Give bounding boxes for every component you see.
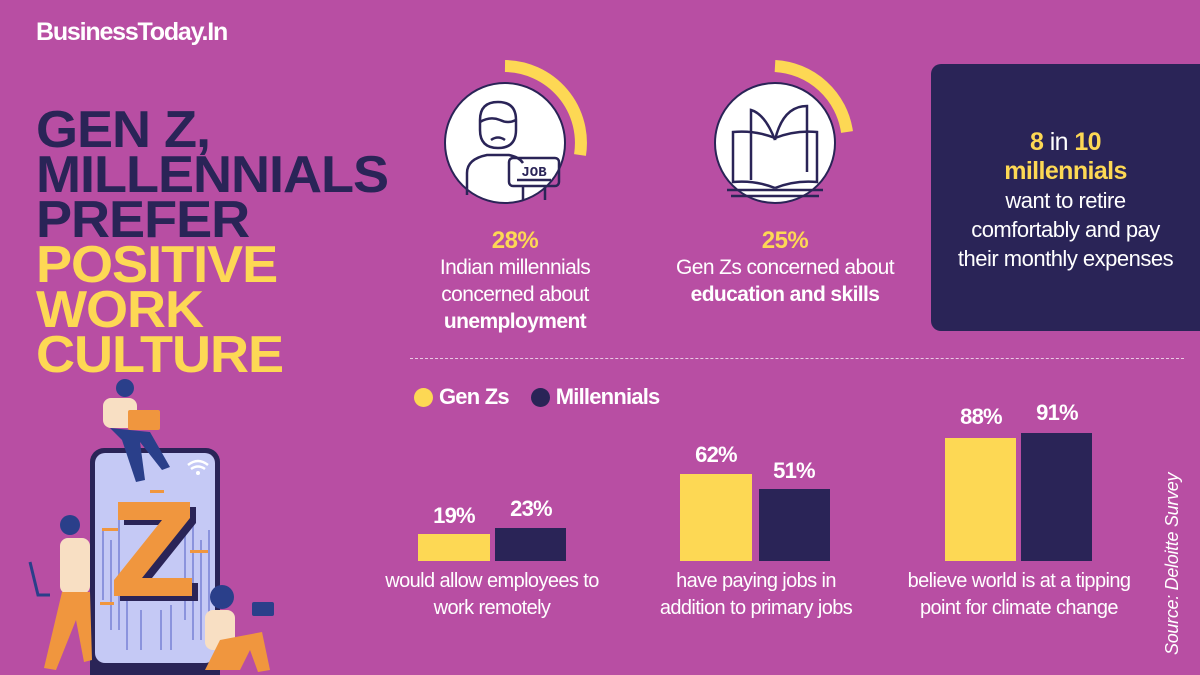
bar-value-millennials: 23% bbox=[510, 496, 552, 521]
chart-legend: Gen Zs Millennials bbox=[414, 384, 673, 410]
millennials-retirement-callout: 8 in 10 millennials want to retire comfo… bbox=[931, 64, 1200, 331]
bar-genz bbox=[945, 438, 1016, 561]
legend-item-millennials: Millennials bbox=[530, 384, 660, 410]
headline: GEN Z, MILLENNIALS PREFER POSITIVE WORK … bbox=[36, 101, 389, 384]
callout-connector: in bbox=[1049, 128, 1069, 156]
headline-line: PREFER bbox=[36, 191, 250, 249]
bar-genz bbox=[680, 474, 752, 561]
bar-millennials bbox=[759, 489, 830, 561]
legend-label: Gen Zs bbox=[439, 384, 510, 409]
stat-description: Gen Zs concerned about bbox=[676, 256, 895, 279]
open-book-icon bbox=[714, 60, 853, 204]
bar-millennials bbox=[1021, 433, 1092, 561]
stat-education bbox=[695, 60, 865, 230]
stat-percent: 25% bbox=[761, 227, 809, 254]
headline-line-highlight: WORK bbox=[36, 281, 204, 339]
headline-line: MILLENNIALS bbox=[36, 146, 389, 204]
bar-category-label: believe world is at a tipping point for … bbox=[907, 570, 1131, 619]
stat-unemployment-text: 28% Indian millennials concerned about u… bbox=[405, 228, 625, 335]
callout-subject: millennials bbox=[1004, 157, 1127, 185]
bar-value-genz: 19% bbox=[433, 503, 475, 528]
bar-value-genz: 62% bbox=[695, 442, 737, 467]
headline-line-highlight: POSITIVE bbox=[36, 236, 278, 294]
legend-item-gen-z: Gen Zs bbox=[414, 384, 510, 410]
bar-category-label: have paying jobs in addition to primary … bbox=[659, 570, 853, 619]
unemployed-person-job-sign-icon: JOB bbox=[444, 60, 587, 204]
legend-label: Millennials bbox=[555, 384, 660, 409]
source-credit: Source: Deloitte Survey bbox=[1162, 472, 1182, 655]
headline-line-highlight: CULTURE bbox=[36, 326, 284, 384]
legend-swatch-yellow-icon bbox=[414, 387, 433, 407]
bar-millennials bbox=[495, 528, 566, 561]
gen-z-illustration bbox=[0, 370, 300, 675]
stat-highlight: unemployment bbox=[443, 310, 587, 333]
bar-value-genz: 88% bbox=[960, 404, 1002, 429]
bar-value-millennials: 91% bbox=[1036, 400, 1078, 425]
brand-logo: BusinessToday.In bbox=[36, 18, 228, 46]
stat-education-text: 25% Gen Zs concerned about education and… bbox=[675, 228, 895, 308]
stat-highlight: education and skills bbox=[690, 283, 880, 306]
stat-percent: 28% bbox=[491, 227, 539, 254]
callout-body: want to retire comfortably and pay their… bbox=[957, 188, 1174, 271]
bar-value-millennials: 51% bbox=[773, 458, 815, 483]
phone-people-illustration-icon bbox=[28, 379, 274, 675]
callout-number: 8 bbox=[1030, 128, 1044, 156]
headline-line: GEN Z, bbox=[36, 101, 211, 159]
section-divider bbox=[410, 358, 1184, 359]
stat-unemployment: JOB bbox=[425, 60, 595, 230]
stat-description: Indian millennials concerned about bbox=[439, 256, 591, 306]
svg-text:JOB: JOB bbox=[521, 165, 547, 181]
bar-category-label: would allow employees to work remotely bbox=[385, 570, 599, 619]
callout-number: 10 bbox=[1074, 128, 1101, 156]
bar-genz bbox=[418, 534, 490, 561]
legend-swatch-navy-icon bbox=[530, 387, 550, 407]
